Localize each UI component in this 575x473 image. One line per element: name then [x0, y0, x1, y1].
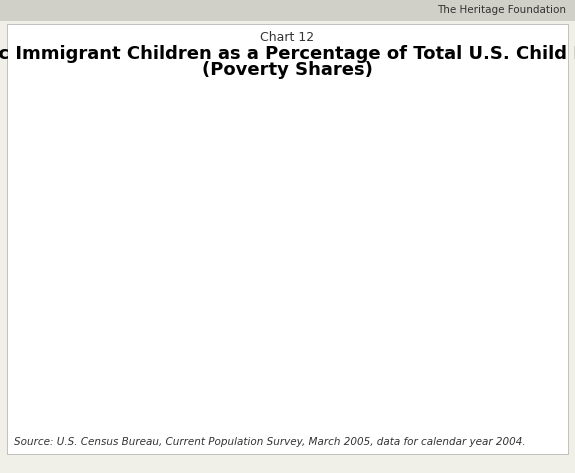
- Text: Hispanic Immigrant Children as a Percentage of Total U.S. Child Poverty: Hispanic Immigrant Children as a Percent…: [0, 45, 575, 63]
- Text: Chart 12: Chart 12: [260, 31, 315, 44]
- Bar: [126, 223, 253, 331]
- Text: The Heritage Foundation: The Heritage Foundation: [438, 5, 566, 16]
- Text: Source: U.S. Census Bureau, Current Population Survey, March 2005, data for cale: Source: U.S. Census Bureau, Current Popu…: [14, 437, 526, 447]
- Text: (Poverty Shares): (Poverty Shares): [202, 61, 373, 79]
- Bar: [356, 131, 483, 331]
- Text: 11.0%: 11.0%: [168, 206, 211, 219]
- Text: 20.4%: 20.4%: [398, 114, 441, 126]
